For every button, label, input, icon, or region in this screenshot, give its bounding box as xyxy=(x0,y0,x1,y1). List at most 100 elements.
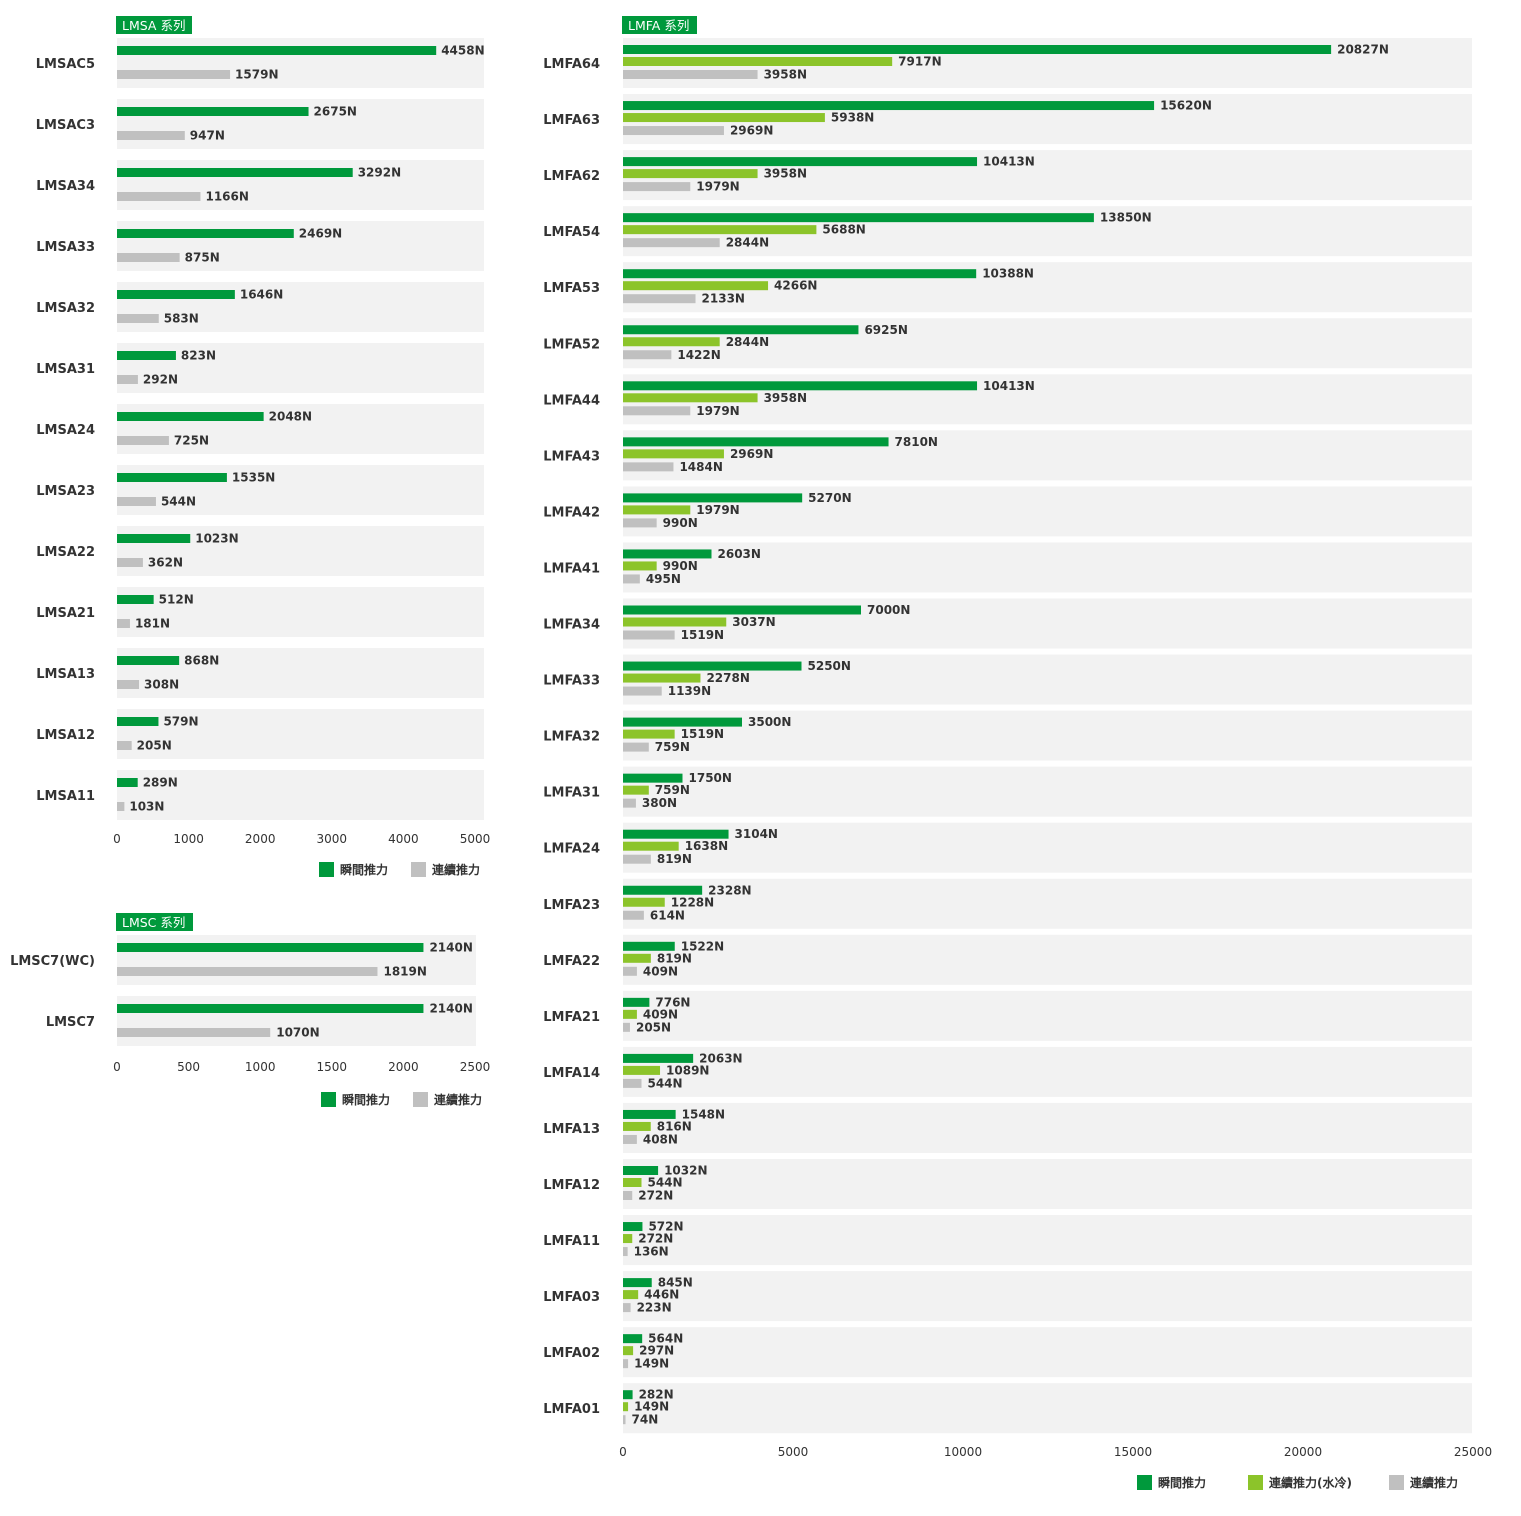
data-label: 10388N xyxy=(982,267,1034,281)
data-label: 2469N xyxy=(299,227,342,241)
bar-continuous xyxy=(117,131,185,140)
legend-swatch xyxy=(1389,1475,1404,1490)
row-background xyxy=(623,1271,1472,1322)
data-label: 446N xyxy=(644,1288,679,1302)
data-label: 409N xyxy=(643,964,678,978)
data-label: 823N xyxy=(181,349,216,363)
data-label: 20827N xyxy=(1337,43,1389,57)
bar-instant xyxy=(623,1334,643,1344)
data-label: 3037N xyxy=(732,615,775,629)
x-tick-label: 0 xyxy=(113,832,121,846)
bar-continuous xyxy=(623,686,662,696)
data-label: 759N xyxy=(655,783,690,797)
category-row: LMSA32 1646N 583N xyxy=(36,282,484,332)
data-label: 2844N xyxy=(726,236,769,250)
bar-water xyxy=(623,1402,629,1412)
row-background xyxy=(623,1215,1472,1266)
category-label: LMSA13 xyxy=(36,667,95,682)
data-label: 544N xyxy=(647,1176,682,1190)
data-label: 289N xyxy=(143,776,178,790)
series-tag xyxy=(116,16,192,34)
bar-continuous xyxy=(623,126,724,136)
bar-instant xyxy=(623,717,742,727)
bar-instant xyxy=(117,656,180,665)
data-label: 2278N xyxy=(706,671,749,685)
data-label: 1819N xyxy=(383,965,426,979)
data-label: 282N xyxy=(639,1388,674,1402)
bar-instant xyxy=(117,46,437,55)
category-row: LMSA34 3292N 1166N xyxy=(36,160,484,210)
bar-water xyxy=(623,281,769,291)
bar-continuous xyxy=(623,630,675,640)
row-background xyxy=(623,1102,1472,1153)
x-tick-label: 4000 xyxy=(388,832,419,846)
data-label: 875N xyxy=(185,251,220,265)
bar-instant xyxy=(623,269,977,279)
row-background xyxy=(117,709,484,759)
bar-water xyxy=(623,1178,642,1187)
data-label: 7810N xyxy=(895,435,938,449)
category-row: LMFA54 13850N 5688N 2844N xyxy=(543,206,1472,257)
data-label: 2603N xyxy=(718,547,761,561)
bar-instant xyxy=(623,381,978,391)
bar-instant xyxy=(623,325,859,335)
category-label: LMFA42 xyxy=(543,505,600,520)
legend-label: 連續推力(水冷) xyxy=(1269,1475,1352,1490)
category-label: LMFA63 xyxy=(543,113,600,128)
bar-continuous xyxy=(117,192,201,201)
data-label: 3958N xyxy=(764,167,807,181)
bar-continuous xyxy=(623,1078,642,1088)
bar-water xyxy=(623,1009,637,1019)
data-label: 495N xyxy=(646,572,681,586)
bar-continuous xyxy=(623,1247,628,1257)
data-label: 572N xyxy=(648,1220,683,1234)
data-label: 3958N xyxy=(764,68,807,82)
bar-instant xyxy=(623,213,1094,223)
data-label: 990N xyxy=(663,559,698,573)
data-label: 579N xyxy=(163,715,198,729)
data-label: 1484N xyxy=(679,460,722,474)
data-label: 1519N xyxy=(681,628,724,642)
category-row: LMSA13 868N 308N xyxy=(36,648,484,698)
data-label: 868N xyxy=(184,654,219,668)
bar-instant xyxy=(117,412,264,421)
bar-instant xyxy=(623,1166,659,1175)
row-background xyxy=(623,1327,1472,1378)
data-label: 149N xyxy=(634,1400,669,1414)
category-label: LMSA32 xyxy=(36,301,95,316)
category-label: LMFA53 xyxy=(543,281,600,296)
category-row: LMSAC5 4458N 1579N xyxy=(36,38,485,88)
legend-label: 連續推力 xyxy=(432,862,480,877)
category-row: LMSC7 2140N 1070N xyxy=(46,996,476,1046)
bar-water xyxy=(623,785,649,795)
bar-water xyxy=(623,729,675,739)
data-label: 3500N xyxy=(748,715,791,729)
data-label: 308N xyxy=(144,678,179,692)
legend-swatch xyxy=(319,862,334,877)
data-label: 2140N xyxy=(429,1002,472,1016)
category-row: LMFA43 7810N 2969N 1484N xyxy=(543,430,1472,481)
x-tick-label: 2000 xyxy=(245,832,276,846)
bar-continuous xyxy=(623,574,640,584)
category-label: LMSA24 xyxy=(36,423,95,438)
bar-instant xyxy=(623,157,978,167)
bar-continuous xyxy=(623,742,649,752)
data-label: 947N xyxy=(190,129,225,143)
row-background xyxy=(623,1383,1472,1434)
x-tick-label: 5000 xyxy=(460,832,491,846)
bar-water xyxy=(623,617,727,627)
legend-swatch xyxy=(1137,1475,1152,1490)
chart-panel-3: LMFA 系列 LMFA64 20827N 7917N 3958N LMFA63 15620… xyxy=(543,16,1492,1490)
data-label: 1638N xyxy=(685,839,728,853)
bar-instant xyxy=(117,778,138,787)
data-label: 3292N xyxy=(358,166,401,180)
legend-label: 瞬間推力 xyxy=(340,862,388,877)
bar-continuous xyxy=(623,1191,633,1200)
bar-water xyxy=(623,113,825,123)
legend-swatch xyxy=(1248,1475,1263,1490)
legend-label: 連續推力 xyxy=(434,1092,482,1107)
data-label: 564N xyxy=(648,1332,683,1346)
